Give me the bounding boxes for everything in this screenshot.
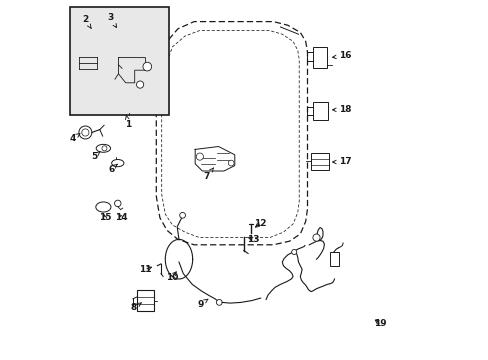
Circle shape — [114, 200, 121, 207]
Text: 5: 5 — [91, 152, 100, 161]
Text: 14: 14 — [115, 213, 127, 222]
Text: 2: 2 — [82, 15, 91, 28]
Circle shape — [196, 153, 203, 160]
Circle shape — [102, 146, 107, 151]
Text: 6: 6 — [108, 164, 117, 174]
Text: 7: 7 — [203, 168, 213, 181]
Circle shape — [142, 62, 151, 71]
Ellipse shape — [96, 202, 111, 212]
Text: 12: 12 — [254, 219, 266, 228]
Bar — [312, 47, 326, 68]
Text: 15: 15 — [99, 213, 111, 222]
Text: 16: 16 — [332, 51, 350, 60]
Bar — [137, 290, 154, 311]
Circle shape — [179, 212, 185, 218]
Text: 18: 18 — [332, 105, 350, 114]
Text: 19: 19 — [373, 320, 386, 328]
Bar — [70, 7, 168, 115]
Circle shape — [291, 249, 296, 255]
Text: 4: 4 — [69, 134, 80, 143]
Ellipse shape — [96, 144, 110, 152]
Bar — [329, 252, 338, 266]
Text: 17: 17 — [332, 158, 351, 166]
Text: 11: 11 — [139, 265, 151, 274]
Bar — [313, 102, 328, 120]
Circle shape — [228, 160, 234, 166]
Circle shape — [216, 300, 222, 305]
Text: 9: 9 — [197, 299, 207, 309]
Text: 3: 3 — [107, 13, 116, 27]
Text: 13: 13 — [247, 235, 259, 244]
Text: 10: 10 — [165, 272, 178, 282]
Circle shape — [81, 129, 89, 136]
Circle shape — [136, 81, 143, 88]
Ellipse shape — [111, 159, 123, 167]
Bar — [310, 153, 329, 170]
Text: 8: 8 — [131, 303, 141, 312]
Text: 1: 1 — [125, 116, 131, 129]
Circle shape — [79, 126, 92, 139]
Circle shape — [312, 234, 320, 241]
